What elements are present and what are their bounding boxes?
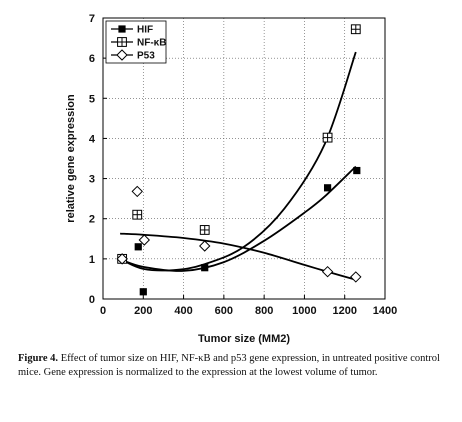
point-p53-shape	[199, 240, 211, 252]
trend-curves	[120, 51, 357, 281]
figure-label: Figure 4.	[18, 353, 59, 364]
legend-item-p53: P53	[111, 49, 155, 62]
legend-marker	[118, 25, 126, 33]
x-tick-label: 400	[174, 305, 192, 317]
y-tick-label: 7	[89, 13, 95, 25]
point-hif-shape	[139, 288, 147, 296]
y-tick-label: 2	[89, 214, 95, 226]
point-p53-shape	[116, 253, 128, 265]
data-markers	[116, 24, 362, 296]
x-tick-label: 200	[134, 305, 152, 317]
point-hif	[134, 243, 142, 251]
point-nf-b	[199, 225, 210, 235]
y-axis-title: relative gene expression	[65, 94, 77, 223]
point-p53-shape	[350, 271, 362, 283]
x-axis-title: Tumor size (MM2)	[198, 333, 290, 345]
legend-label: P53	[137, 51, 155, 62]
point-p53	[138, 234, 150, 246]
point-hif-shape	[134, 243, 142, 251]
y-tick-label: 3	[89, 174, 95, 186]
point-p53-shape	[321, 265, 334, 278]
x-tick-label: 1200	[332, 305, 356, 317]
point-p53-shape	[138, 234, 150, 246]
point-hif-shape	[323, 184, 332, 192]
legend-item-hif: HIF	[111, 25, 153, 36]
legend-marker-shape	[118, 25, 126, 33]
point-nf-b	[132, 209, 143, 220]
trend-curve-nf-b	[121, 51, 357, 272]
y-tick-label: 4	[89, 133, 96, 145]
point-nf-b	[350, 24, 361, 35]
point-hif	[353, 166, 361, 175]
legend-marker	[116, 49, 128, 61]
legend-marker	[117, 37, 127, 47]
point-hif-shape	[353, 166, 361, 175]
x-tick-label: 0	[100, 305, 106, 317]
point-p53	[131, 185, 143, 198]
figure-caption: Figure 4. Effect of tumor size on HIF, N…	[18, 352, 446, 380]
x-tick-label: 800	[255, 305, 273, 317]
y-tick-label: 1	[89, 254, 95, 266]
point-hif	[139, 288, 147, 296]
point-p53-shape	[131, 185, 143, 198]
point-p53	[321, 265, 334, 278]
axis-ticks: 0 200 400 600 800 1000 1200 1400 0 1 2 3 4 5 6 7	[89, 13, 397, 317]
x-tick-label: 1000	[292, 305, 316, 317]
point-p53	[199, 240, 211, 252]
point-nf-b	[322, 132, 333, 143]
point-p53	[350, 271, 362, 283]
plot-frame	[102, 17, 386, 300]
y-tick-label: 0	[89, 294, 95, 306]
point-p53	[116, 253, 128, 265]
point-hif-shape	[201, 264, 209, 272]
y-tick-label: 6	[89, 53, 95, 65]
legend-item-nf-b: NF-κB	[111, 37, 166, 49]
x-tick-label: 1400	[373, 305, 397, 317]
trend-curve-p53	[120, 232, 357, 281]
legend-label: NF-κB	[137, 38, 166, 49]
x-tick-label: 600	[215, 305, 233, 317]
figure-caption-text: Effect of tumor size on HIF, NF-κB and p…	[18, 353, 440, 378]
point-hif	[323, 184, 332, 192]
y-tick-label: 5	[89, 93, 95, 105]
point-hif	[201, 264, 209, 272]
legend-marker-shape	[116, 49, 128, 61]
chart: 0 200 400 600 800 1000 1200 1400 0 1 2 3 4 5 6 7 HIF NF-…	[65, 13, 397, 345]
trend-curve-hif	[121, 165, 357, 272]
legend: HIF NF-κB P53	[105, 20, 166, 64]
legend-label: HIF	[137, 25, 153, 36]
